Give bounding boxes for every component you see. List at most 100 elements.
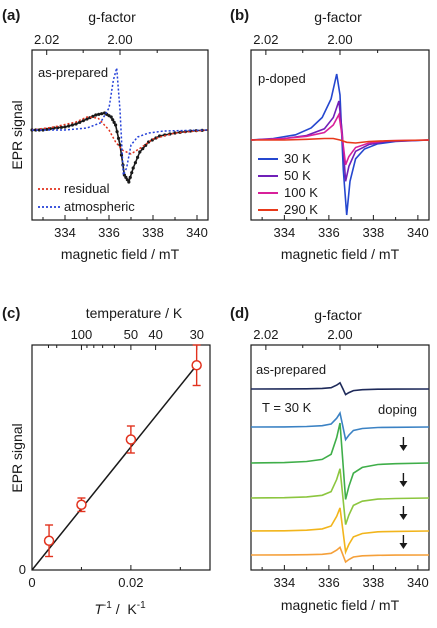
data-point <box>76 499 87 510</box>
top-tick-label: 2.02 <box>253 327 278 342</box>
panel-d-doping-arrows <box>399 437 408 549</box>
data-point <box>111 118 115 122</box>
panel-c-frame <box>31 344 211 571</box>
data-point <box>128 175 132 179</box>
legend-label-atmospheric: atmospheric <box>64 199 135 214</box>
x-tick-label: 338 <box>142 225 164 240</box>
doping-arrow-head <box>399 543 408 549</box>
panel-a-label: (a) <box>2 7 20 24</box>
data-point <box>94 113 98 117</box>
spectrum-trace-1 <box>250 381 430 396</box>
panel-a-series <box>30 67 209 184</box>
panel-c-label: (c) <box>2 305 20 322</box>
doping-arrow-head <box>399 445 408 451</box>
panel-d-annotation-as-prepared: as-prepared <box>256 362 326 377</box>
legend-label-30-K: 30 K <box>284 151 311 166</box>
data-point <box>114 123 118 127</box>
panel-c-top-ticks: 100 50 40 30 <box>47 327 204 350</box>
legend-label-100-K: 100 K <box>284 185 318 200</box>
legend-label-50-K: 50 K <box>284 168 311 183</box>
spectrum-trace-5 <box>250 507 430 555</box>
data-point <box>136 155 140 159</box>
panel-d-label: (d) <box>230 305 249 322</box>
panel-c-x-axis-symbol: T <box>94 601 104 617</box>
panel-c-x-ticks: 0 0.02 <box>28 565 181 590</box>
data-point <box>118 143 122 147</box>
x-tick-label: 334 <box>54 225 76 240</box>
panel-c-x-axis-label: T-1 / K-1 <box>94 600 146 617</box>
panel-d-top-axis-label: g-factor <box>314 307 362 323</box>
data-point <box>124 175 128 179</box>
data-point <box>85 117 89 121</box>
panel-b-x-axis-label: magnetic field / mT <box>281 246 400 262</box>
spectrum-trace-3 <box>250 422 430 500</box>
panel-a-top-ticks: 2.02 2.00 <box>34 32 158 55</box>
data-point <box>78 120 82 124</box>
data-point <box>131 166 135 170</box>
panel-b-top-axis-label: g-factor <box>314 9 362 25</box>
data-point <box>70 123 74 127</box>
panel-d: (d) g-factor 2.02 2.00 334 336 338 340 magne… <box>230 305 430 613</box>
panel-b: (b) g-factor 2.02 2.00 334 336 338 340 magne… <box>230 7 430 262</box>
data-point <box>100 112 104 116</box>
panel-b-annotation: p-doped <box>258 71 306 86</box>
data-point <box>67 124 71 128</box>
x-tick-label: 336 <box>98 225 120 240</box>
panel-d-top-ticks: 2.02 2.00 <box>253 327 379 350</box>
series-line-atmospheric <box>32 67 209 176</box>
data-point <box>191 360 202 371</box>
panel-d-frame <box>250 344 430 571</box>
x-tick-label: 340 <box>407 225 429 240</box>
panel-a-annotation: as-prepared <box>38 65 108 80</box>
data-point <box>127 180 131 184</box>
data-point <box>154 136 158 140</box>
data-point <box>138 150 142 154</box>
data-point <box>115 130 119 134</box>
x-tick-label: 0 <box>28 575 35 590</box>
panel-d-x-axis-label: magnetic field / mT <box>281 597 400 613</box>
doping-arrow-head <box>399 514 408 520</box>
top-tick-label: 2.00 <box>327 32 352 47</box>
series-line-residual <box>31 116 209 155</box>
panel-b-x-ticks: 334 336 338 340 <box>261 215 429 240</box>
data-point <box>97 112 101 116</box>
data-point <box>133 161 137 165</box>
spectrum-trace-4 <box>250 468 430 525</box>
panel-c: (c) temperature / K 100 50 40 30 0 0.02 0 EP… <box>2 305 211 617</box>
panel-a: (a) g-factor 2.02 2.00 334 336 338 340 magne… <box>2 7 209 262</box>
panel-c-x-axis-exp: -1 <box>103 600 112 611</box>
x-tick-label: 340 <box>407 575 429 590</box>
data-point <box>130 171 134 175</box>
panel-c-x-axis-unit: / K <box>112 601 138 617</box>
panel-a-y-axis-label: EPR signal <box>9 100 25 169</box>
x-tick-label: 334 <box>274 575 296 590</box>
panel-d-annotation-doping: doping <box>378 402 417 417</box>
panel-c-x-axis-unit-exp: -1 <box>137 600 146 611</box>
data-point <box>141 147 145 151</box>
data-point <box>59 125 63 129</box>
panel-d-series <box>250 381 430 564</box>
panel-a-x-ticks: 334 336 338 340 <box>42 215 208 240</box>
data-point <box>63 125 67 129</box>
data-point <box>116 136 121 140</box>
series-line-100-K <box>250 111 430 166</box>
panel-c-y-axis-label: EPR signal <box>9 423 25 492</box>
legend-label-residual: residual <box>64 181 110 196</box>
panel-a-legend: residual atmospheric <box>38 181 135 214</box>
top-tick-label: 2.00 <box>107 32 132 47</box>
x-tick-label: 0.02 <box>118 575 143 590</box>
x-tick-label: 336 <box>318 575 340 590</box>
panel-b-legend: 30 K 50 K 100 K 290 K <box>258 151 318 217</box>
panel-b-label: (b) <box>230 7 249 24</box>
data-point <box>74 122 78 126</box>
data-point <box>112 120 116 124</box>
doping-arrow-head <box>399 481 408 487</box>
y-tick-label: 0 <box>19 562 26 577</box>
x-tick-label: 340 <box>186 225 208 240</box>
panel-c-top-axis-label: temperature / K <box>86 305 183 321</box>
legend-label-290-K: 290 K <box>284 202 318 217</box>
panel-d-x-ticks: 334 336 338 340 <box>261 565 429 590</box>
top-tick-label: 2.00 <box>327 327 352 342</box>
x-tick-label: 338 <box>363 225 385 240</box>
